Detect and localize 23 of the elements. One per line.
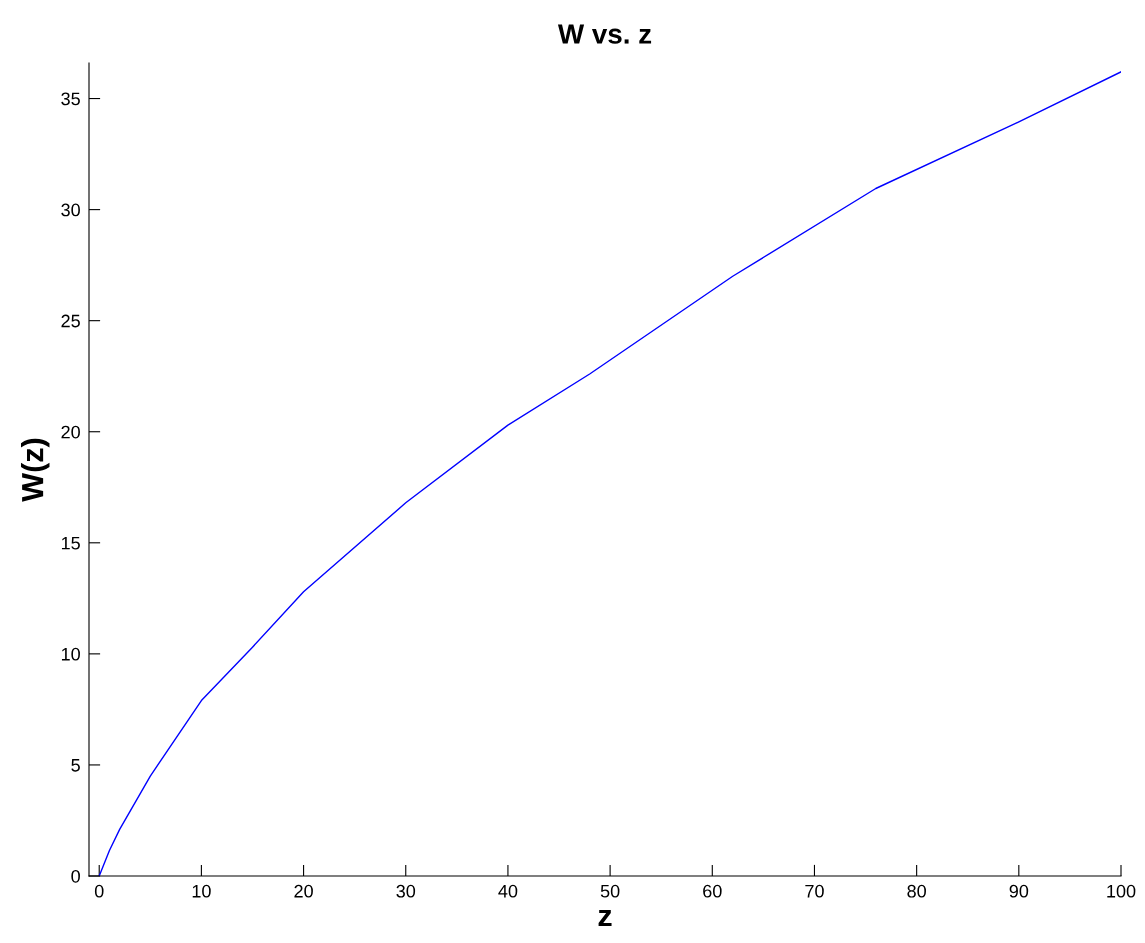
x-tick-label: 0 (94, 884, 104, 898)
x-axis-title: z (598, 909, 612, 927)
y-tick-label: 15 (61, 536, 80, 550)
x-tick-label: 30 (396, 884, 416, 898)
x-tick-label: 20 (294, 884, 313, 898)
y-tick-label: 0 (71, 869, 80, 883)
y-axis-title: W(z) (20, 438, 50, 502)
x-tick-label: 80 (907, 884, 926, 898)
y-tick-label: 10 (61, 647, 80, 661)
x-tick-label: 60 (703, 884, 722, 898)
x-tick-label: 10 (192, 884, 211, 898)
x-tick-label: 100 (1107, 884, 1136, 898)
x-tick-label: 50 (600, 884, 620, 898)
x-tick-label: 90 (1009, 884, 1029, 898)
chart-title: W vs. z (557, 24, 652, 44)
y-tick-label: 35 (61, 92, 80, 106)
y-tick-label: 20 (61, 425, 80, 439)
x-tick-label: 40 (498, 884, 518, 898)
y-tick-label: 30 (61, 203, 80, 217)
line-series (98, 71, 1121, 876)
y-tick-label: 5 (71, 759, 80, 772)
y-tick-label: 25 (61, 314, 80, 328)
x-tick-label: 70 (805, 884, 824, 898)
